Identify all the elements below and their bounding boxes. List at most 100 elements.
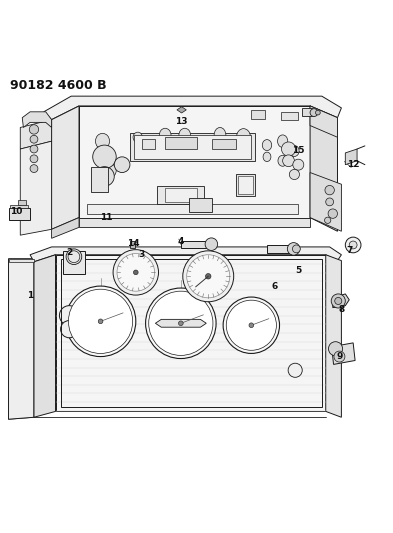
Circle shape bbox=[223, 297, 279, 353]
Polygon shape bbox=[177, 107, 186, 113]
Ellipse shape bbox=[95, 148, 110, 165]
Text: 12: 12 bbox=[347, 160, 359, 169]
Ellipse shape bbox=[263, 152, 271, 161]
Text: 5: 5 bbox=[295, 266, 301, 275]
Text: 6: 6 bbox=[272, 281, 278, 290]
Circle shape bbox=[30, 165, 38, 173]
Text: 10: 10 bbox=[10, 207, 22, 216]
Text: 15: 15 bbox=[292, 147, 305, 156]
Ellipse shape bbox=[278, 155, 287, 166]
Polygon shape bbox=[63, 251, 85, 274]
Polygon shape bbox=[22, 112, 51, 127]
Polygon shape bbox=[30, 247, 342, 262]
Polygon shape bbox=[51, 106, 79, 229]
Circle shape bbox=[328, 209, 338, 219]
Circle shape bbox=[29, 125, 39, 134]
Text: 11: 11 bbox=[100, 213, 113, 222]
Circle shape bbox=[113, 249, 158, 295]
Text: 9: 9 bbox=[336, 352, 343, 361]
Circle shape bbox=[59, 305, 79, 325]
Circle shape bbox=[205, 238, 218, 251]
Circle shape bbox=[345, 237, 361, 253]
Ellipse shape bbox=[237, 128, 251, 146]
Circle shape bbox=[117, 254, 154, 291]
Circle shape bbox=[95, 167, 114, 186]
Polygon shape bbox=[51, 217, 79, 238]
Circle shape bbox=[281, 142, 296, 156]
Polygon shape bbox=[155, 319, 206, 327]
Polygon shape bbox=[44, 96, 342, 119]
Bar bbox=[165, 188, 196, 202]
Circle shape bbox=[134, 270, 138, 274]
Circle shape bbox=[325, 185, 334, 195]
Polygon shape bbox=[267, 245, 290, 253]
Polygon shape bbox=[55, 255, 326, 411]
Bar bbox=[165, 138, 196, 149]
Text: 13: 13 bbox=[174, 117, 187, 126]
Circle shape bbox=[61, 320, 78, 338]
Ellipse shape bbox=[238, 144, 250, 158]
Circle shape bbox=[288, 363, 302, 377]
Ellipse shape bbox=[105, 164, 116, 177]
Circle shape bbox=[178, 321, 183, 326]
Polygon shape bbox=[134, 135, 252, 159]
Circle shape bbox=[183, 251, 234, 302]
Ellipse shape bbox=[133, 132, 142, 142]
Bar bbox=[238, 176, 253, 194]
Circle shape bbox=[289, 169, 299, 180]
Ellipse shape bbox=[145, 144, 154, 154]
Circle shape bbox=[30, 155, 38, 163]
Circle shape bbox=[68, 289, 133, 353]
Circle shape bbox=[283, 155, 294, 167]
Polygon shape bbox=[9, 259, 34, 419]
Ellipse shape bbox=[159, 128, 171, 142]
Polygon shape bbox=[310, 106, 338, 231]
Text: 3: 3 bbox=[139, 251, 145, 259]
Bar bbox=[281, 112, 298, 119]
Bar bbox=[236, 174, 255, 196]
Polygon shape bbox=[11, 205, 28, 208]
Polygon shape bbox=[9, 208, 30, 220]
Circle shape bbox=[149, 291, 213, 356]
Polygon shape bbox=[130, 133, 255, 161]
Circle shape bbox=[316, 110, 320, 115]
Polygon shape bbox=[310, 106, 338, 138]
Polygon shape bbox=[345, 149, 357, 165]
Text: 90182 4600 B: 90182 4600 B bbox=[11, 79, 107, 92]
Text: 1: 1 bbox=[27, 292, 33, 301]
Polygon shape bbox=[79, 106, 310, 217]
Circle shape bbox=[293, 159, 304, 170]
Circle shape bbox=[30, 145, 38, 153]
Polygon shape bbox=[130, 241, 135, 248]
Circle shape bbox=[287, 243, 300, 255]
Circle shape bbox=[334, 351, 345, 362]
Circle shape bbox=[30, 135, 38, 143]
Ellipse shape bbox=[290, 146, 299, 157]
Ellipse shape bbox=[95, 133, 110, 149]
Polygon shape bbox=[20, 119, 51, 149]
Ellipse shape bbox=[179, 128, 191, 142]
Circle shape bbox=[326, 198, 334, 206]
Bar bbox=[302, 108, 312, 116]
Circle shape bbox=[226, 300, 276, 350]
Bar bbox=[157, 186, 204, 204]
Text: 14: 14 bbox=[128, 238, 140, 247]
Circle shape bbox=[187, 255, 230, 298]
Circle shape bbox=[145, 288, 216, 359]
Circle shape bbox=[325, 217, 331, 223]
Circle shape bbox=[68, 251, 80, 263]
Bar bbox=[91, 167, 108, 192]
Polygon shape bbox=[20, 141, 51, 235]
Circle shape bbox=[114, 157, 130, 173]
Circle shape bbox=[331, 294, 345, 308]
Circle shape bbox=[329, 342, 343, 356]
Ellipse shape bbox=[214, 127, 226, 143]
Polygon shape bbox=[79, 217, 310, 228]
Polygon shape bbox=[310, 173, 342, 231]
Ellipse shape bbox=[277, 135, 288, 148]
Circle shape bbox=[98, 319, 103, 324]
Circle shape bbox=[335, 297, 342, 304]
Circle shape bbox=[66, 249, 82, 264]
Bar bbox=[141, 139, 155, 149]
Bar bbox=[18, 200, 26, 205]
